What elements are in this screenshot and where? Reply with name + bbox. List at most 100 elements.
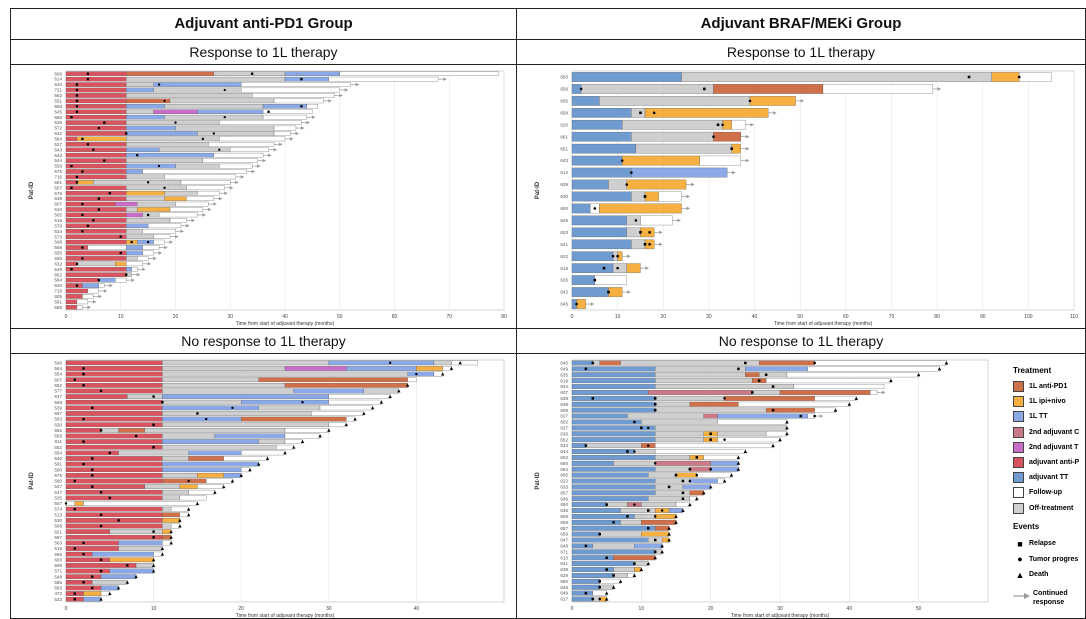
treatment-segment — [241, 87, 340, 93]
patient-id-label: 551 — [54, 98, 62, 103]
treatment-segment — [571, 251, 614, 262]
relapse-event-marker — [75, 105, 79, 108]
treatment-segment — [571, 561, 635, 567]
subtitle-response-right: Response to 1L therapy — [517, 40, 1085, 65]
relapse-event-marker — [598, 585, 601, 589]
death-event-marker — [708, 485, 713, 489]
relapse-event-marker — [647, 509, 650, 512]
relapse-event-marker — [584, 444, 588, 447]
patient-id-label: 599 — [54, 563, 62, 568]
progression-event-marker — [212, 132, 215, 135]
treatment-segment — [807, 366, 940, 372]
continued-response-arrowhead — [202, 213, 206, 217]
treatment-segment — [571, 203, 591, 214]
treatment-segment — [126, 174, 165, 180]
treatment-segment — [571, 395, 656, 401]
patient-id-label: 571 — [54, 569, 62, 574]
patient-id-label: 575 — [54, 169, 62, 174]
treatment-segment — [126, 71, 214, 76]
treatment-segment — [599, 96, 751, 106]
treatment-segment — [635, 143, 732, 154]
treatment-segment — [284, 71, 340, 76]
patient-id-label: 656 — [560, 87, 568, 92]
patient-id-label: 640 — [54, 283, 62, 288]
patient-id-label: 665 — [560, 473, 568, 478]
treatment-segment — [655, 460, 711, 466]
treatment-segment — [655, 395, 725, 401]
continued-response-arrowhead — [147, 262, 152, 266]
patient-id-label: 607 — [560, 390, 568, 395]
relapse-event-marker — [674, 473, 678, 477]
progression-event-marker — [616, 266, 619, 270]
treatment-segment — [814, 407, 836, 413]
patient-id-label: 587 — [54, 535, 62, 540]
treatment-segment — [634, 567, 642, 572]
relapse-event-marker — [152, 395, 155, 398]
treatment-segment — [606, 502, 628, 508]
legend-label: 1L anti-PD1 — [1029, 383, 1068, 390]
legend-swatch — [1013, 487, 1024, 499]
relapse-event-marker — [196, 412, 199, 415]
relapse-event-marker — [81, 246, 84, 249]
relapse-event-marker — [681, 491, 685, 495]
relapse-event-marker — [73, 479, 76, 483]
treatment-segment — [571, 419, 642, 425]
treatment-segment — [83, 501, 198, 506]
progression-event-marker — [64, 502, 68, 505]
death-event-marker — [722, 479, 727, 483]
treatment-segment — [407, 377, 417, 383]
x-tick-label: 50 — [916, 606, 922, 612]
patient-id-label: 544 — [54, 158, 62, 163]
treatment-segment — [65, 245, 89, 250]
treatment-segment — [293, 388, 364, 394]
treatment-segment — [126, 163, 176, 169]
treatment-segment — [592, 543, 635, 549]
progression-event-marker — [648, 242, 651, 246]
treatment-segment — [137, 207, 171, 212]
relapse-event-marker — [653, 403, 657, 406]
progression-event-marker — [647, 444, 650, 447]
relapse-event-marker — [70, 268, 73, 271]
death-event-marker — [178, 518, 182, 522]
treatment-segment — [65, 120, 127, 125]
patient-id-label: 660 — [560, 579, 568, 584]
treatment-segment — [571, 478, 656, 484]
patient-id-label: 516 — [54, 218, 62, 223]
progression-event-marker — [653, 515, 657, 518]
progression-event-marker — [648, 231, 651, 234]
treatment-segment — [144, 428, 286, 433]
treatment-segment — [65, 261, 78, 267]
treatment-segment — [655, 407, 767, 413]
treatment-segment — [137, 256, 149, 261]
continued-response-arrowhead — [109, 283, 113, 288]
legend-item-treatment: Follow-up — [1013, 486, 1062, 499]
treatment-segment — [571, 596, 593, 602]
relapse-event-marker — [103, 159, 106, 162]
continued-response-arrowhead — [229, 185, 234, 190]
death-event-marker — [667, 532, 671, 536]
relapse-event-marker — [81, 257, 84, 260]
progression-event-marker — [575, 302, 578, 306]
treatment-segment — [752, 390, 781, 395]
treatment-segment — [276, 444, 294, 450]
treatment-segment — [100, 585, 119, 591]
patient-id-label: 547 — [54, 490, 62, 495]
treatment-segment — [571, 502, 607, 508]
treatment-segment — [188, 450, 242, 456]
relapse-event-marker — [136, 154, 139, 157]
treatment-segment — [65, 294, 83, 299]
treatment-segment — [126, 76, 286, 82]
treatment-segment — [65, 461, 163, 467]
relapse-event-marker — [626, 515, 629, 518]
patient-id-label: 716 — [54, 175, 62, 180]
death-event-marker — [604, 597, 609, 601]
x-tick-label: 10 — [118, 314, 124, 320]
patient-id-label: 645 — [560, 302, 568, 307]
relapse-event-marker — [97, 208, 101, 211]
progression-event-marker — [643, 195, 647, 198]
treatment-segment — [620, 360, 760, 366]
treatment-segment — [65, 366, 163, 371]
death-event-marker — [681, 508, 685, 513]
treatment-segment — [241, 416, 347, 422]
patient-id-label: 661 — [560, 134, 568, 139]
